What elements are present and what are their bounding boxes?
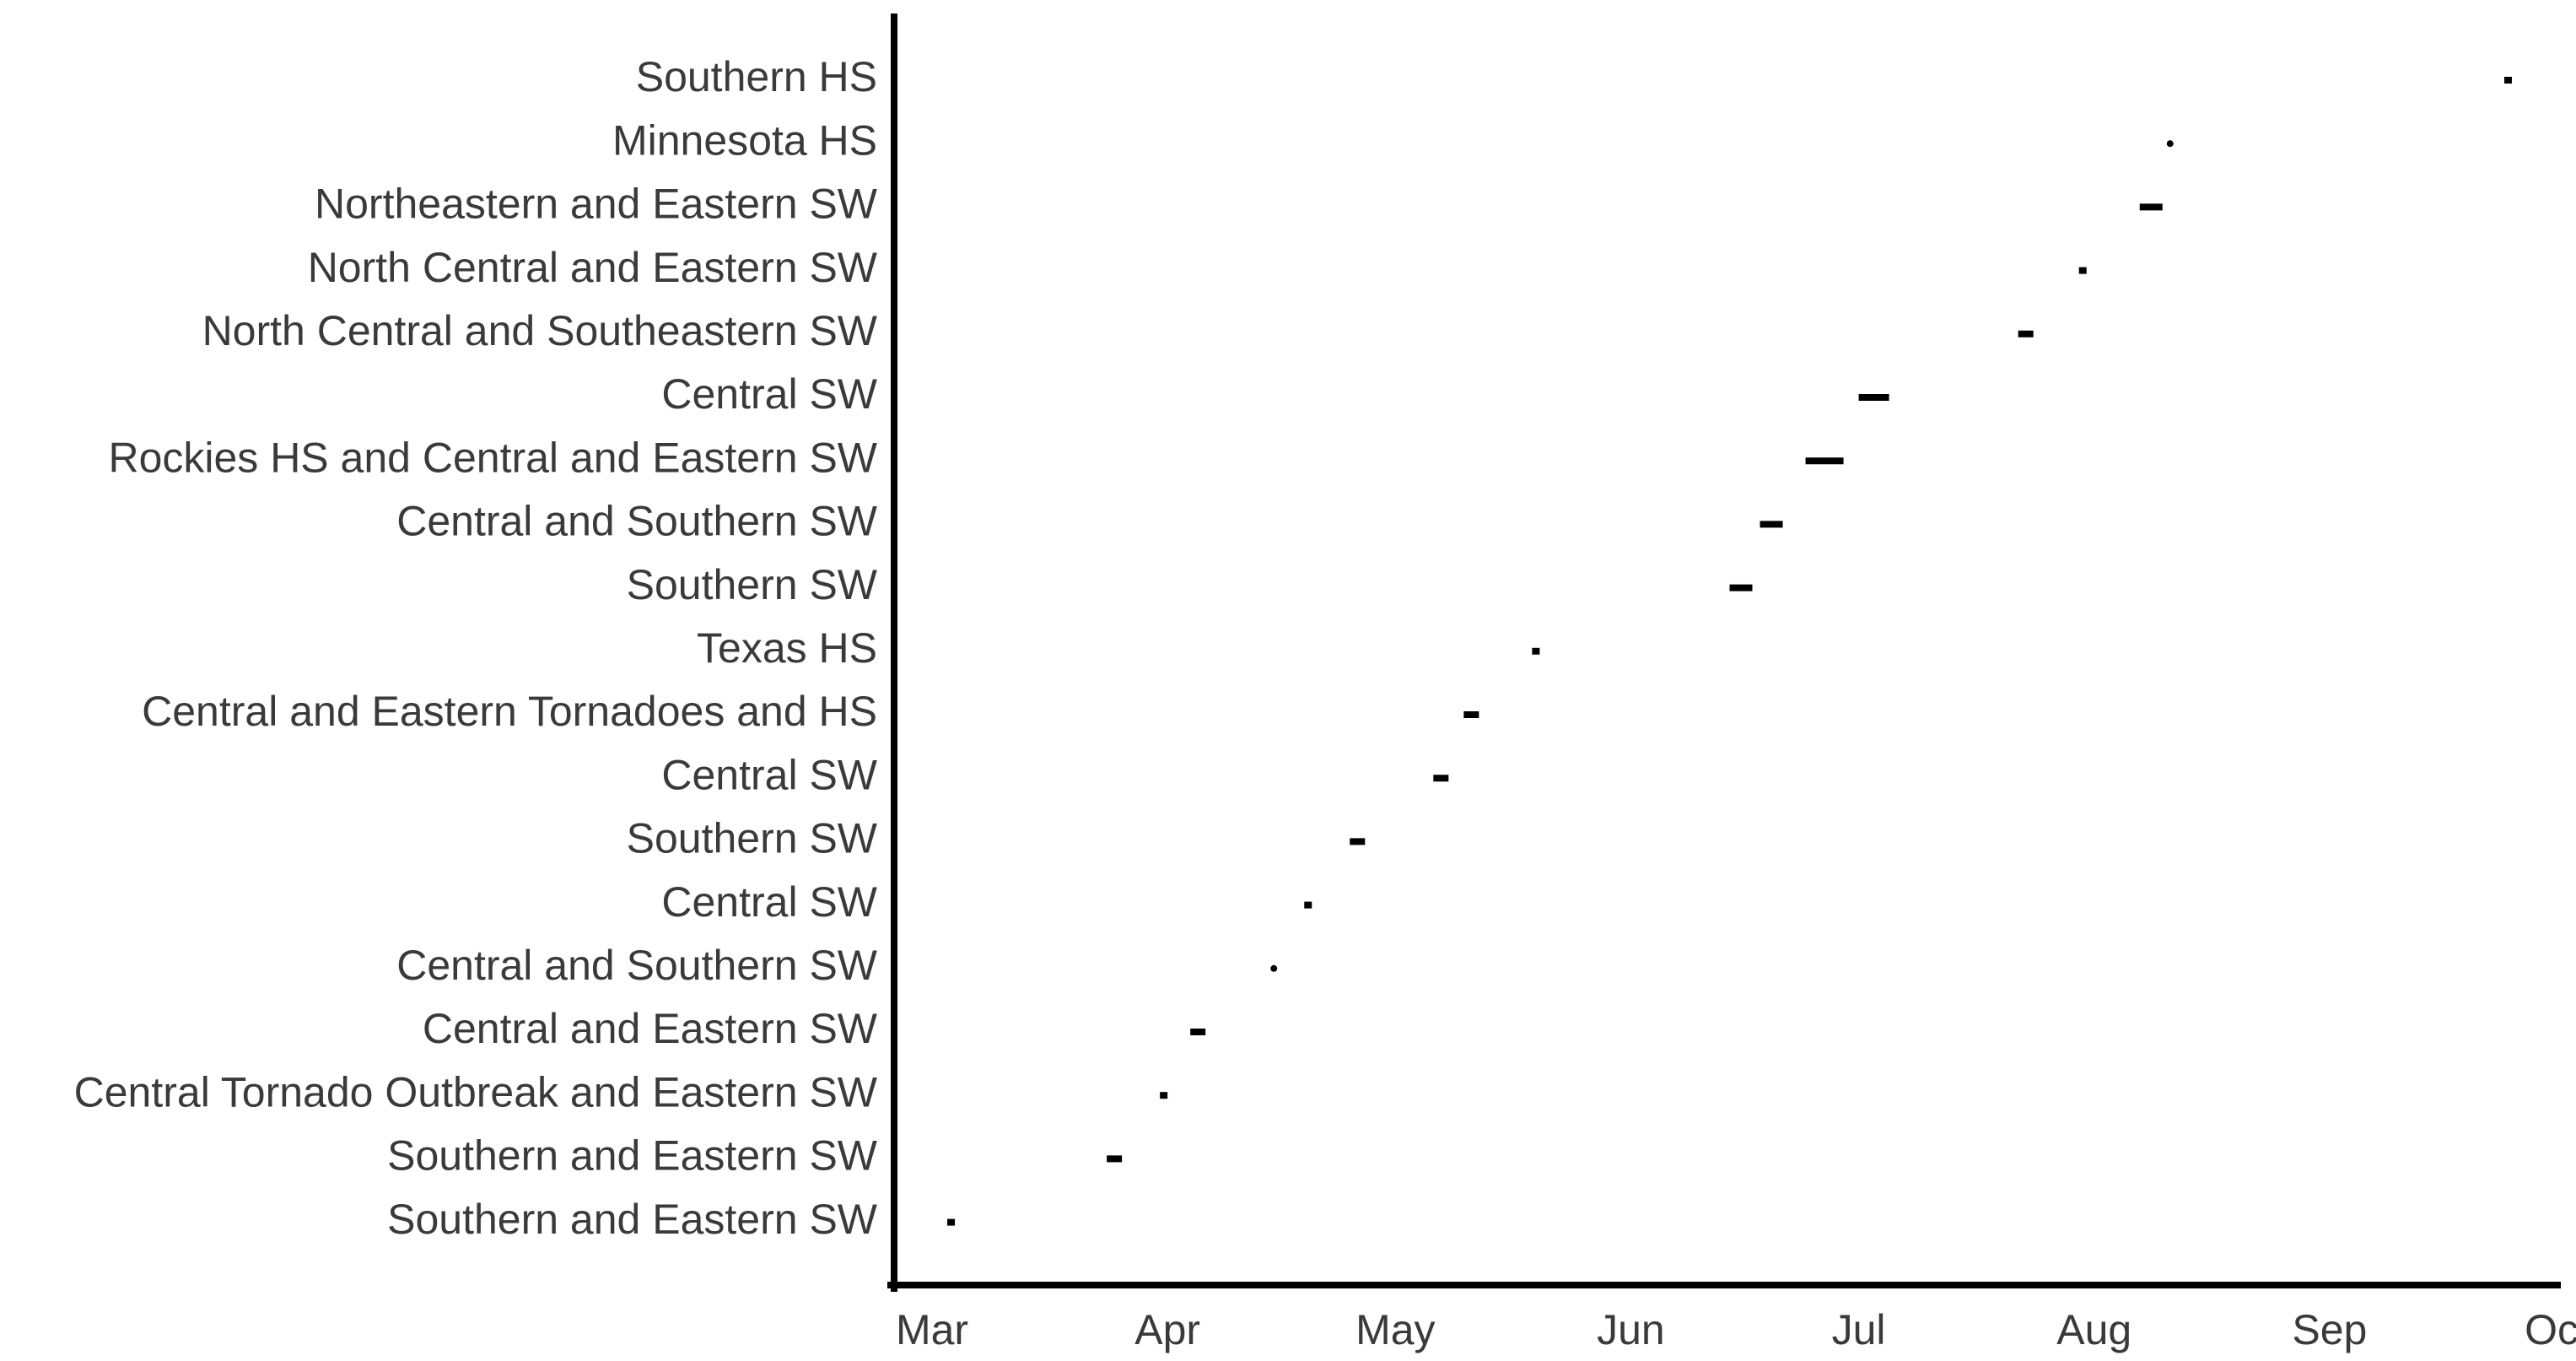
category-label: Central and Southern SW — [396, 942, 878, 989]
x-tick-label: Jun — [1597, 1306, 1665, 1353]
category-label: North Central and Eastern SW — [308, 244, 878, 291]
category-label: North Central and Southeastern SW — [202, 307, 878, 354]
x-tick-label: May — [1355, 1306, 1435, 1353]
category-label: Southern HS — [636, 53, 877, 100]
category-label: Southern and Eastern SW — [387, 1196, 878, 1243]
category-label: Southern and Eastern SW — [387, 1132, 878, 1180]
category-label: Southern SW — [627, 561, 878, 608]
event-mark — [1270, 964, 1278, 972]
category-label: Central SW — [661, 751, 877, 798]
category-label: Northeastern and Eastern SW — [315, 181, 878, 228]
event-mark — [2166, 140, 2174, 148]
category-label: Central and Southern SW — [396, 498, 878, 545]
category-label: Texas HS — [697, 624, 877, 672]
x-tick-label: Oct — [2525, 1306, 2576, 1353]
x-tick-label: Jul — [1832, 1306, 1886, 1353]
category-label: Southern SW — [627, 815, 878, 862]
x-tick-label: Sep — [2292, 1306, 2367, 1353]
category-label: Central and Eastern Tornadoes and HS — [142, 688, 877, 735]
category-label: Central SW — [661, 878, 877, 926]
x-tick-label: Apr — [1134, 1306, 1200, 1353]
category-label: Rockies HS and Central and Eastern SW — [108, 434, 877, 481]
x-tick-label: Mar — [896, 1306, 968, 1353]
category-label: Central and Eastern SW — [423, 1005, 878, 1052]
category-label: Central SW — [661, 370, 877, 418]
category-label: Central Tornado Outbreak and Eastern SW — [74, 1068, 878, 1115]
category-label: Minnesota HS — [612, 116, 877, 164]
x-tick-label: Aug — [2056, 1306, 2131, 1353]
